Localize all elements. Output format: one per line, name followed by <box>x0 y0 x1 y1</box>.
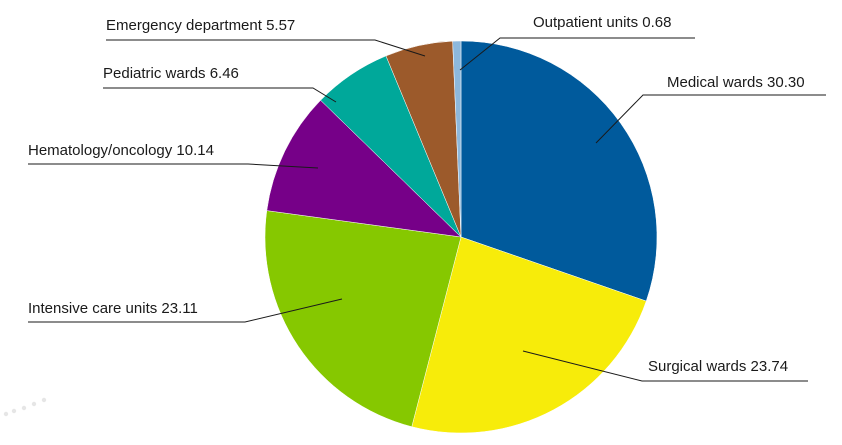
pie-slice-outpatient-units <box>452 40 462 238</box>
label-hematology-oncology: Hematology/oncology 10.14 <box>28 142 214 159</box>
label-medical-wards: Medical wards 30.30 <box>667 74 805 91</box>
leader-line-emergency-department <box>106 39 426 57</box>
decor-dot <box>3 411 9 417</box>
leader-line-outpatient-units <box>459 37 695 71</box>
leader-lines <box>28 37 826 382</box>
pie-slice-intensive-care-units <box>264 210 462 428</box>
leader-line-intensive-care-units <box>28 298 343 323</box>
slice-labels: Medical wards 30.30 Surgical wards 23.74… <box>28 14 805 375</box>
label-surgical-wards: Surgical wards 23.74 <box>648 358 788 375</box>
decor-dot <box>41 397 47 403</box>
label-emergency-department: Emergency department 5.57 <box>106 17 295 34</box>
pie-slice-medical-wards <box>460 40 658 302</box>
decorative-dots <box>3 397 47 417</box>
decor-dot <box>21 405 27 411</box>
label-pediatric-wards: Pediatric wards 6.46 <box>103 65 239 82</box>
leader-line-hematology-oncology <box>28 163 319 169</box>
pie-slices <box>264 40 658 434</box>
decor-dot <box>11 408 17 414</box>
label-intensive-care-units: Intensive care units 23.11 <box>28 300 198 317</box>
leader-line-pediatric-wards <box>103 87 337 103</box>
label-outpatient-units: Outpatient units 0.68 <box>533 14 671 31</box>
pie-slice-surgical-wards <box>411 236 647 434</box>
decor-dot <box>31 401 37 407</box>
leader-line-surgical-wards <box>522 350 808 382</box>
leader-line-medical-wards <box>595 94 826 144</box>
pie-slice-hematology-oncology <box>266 99 462 238</box>
